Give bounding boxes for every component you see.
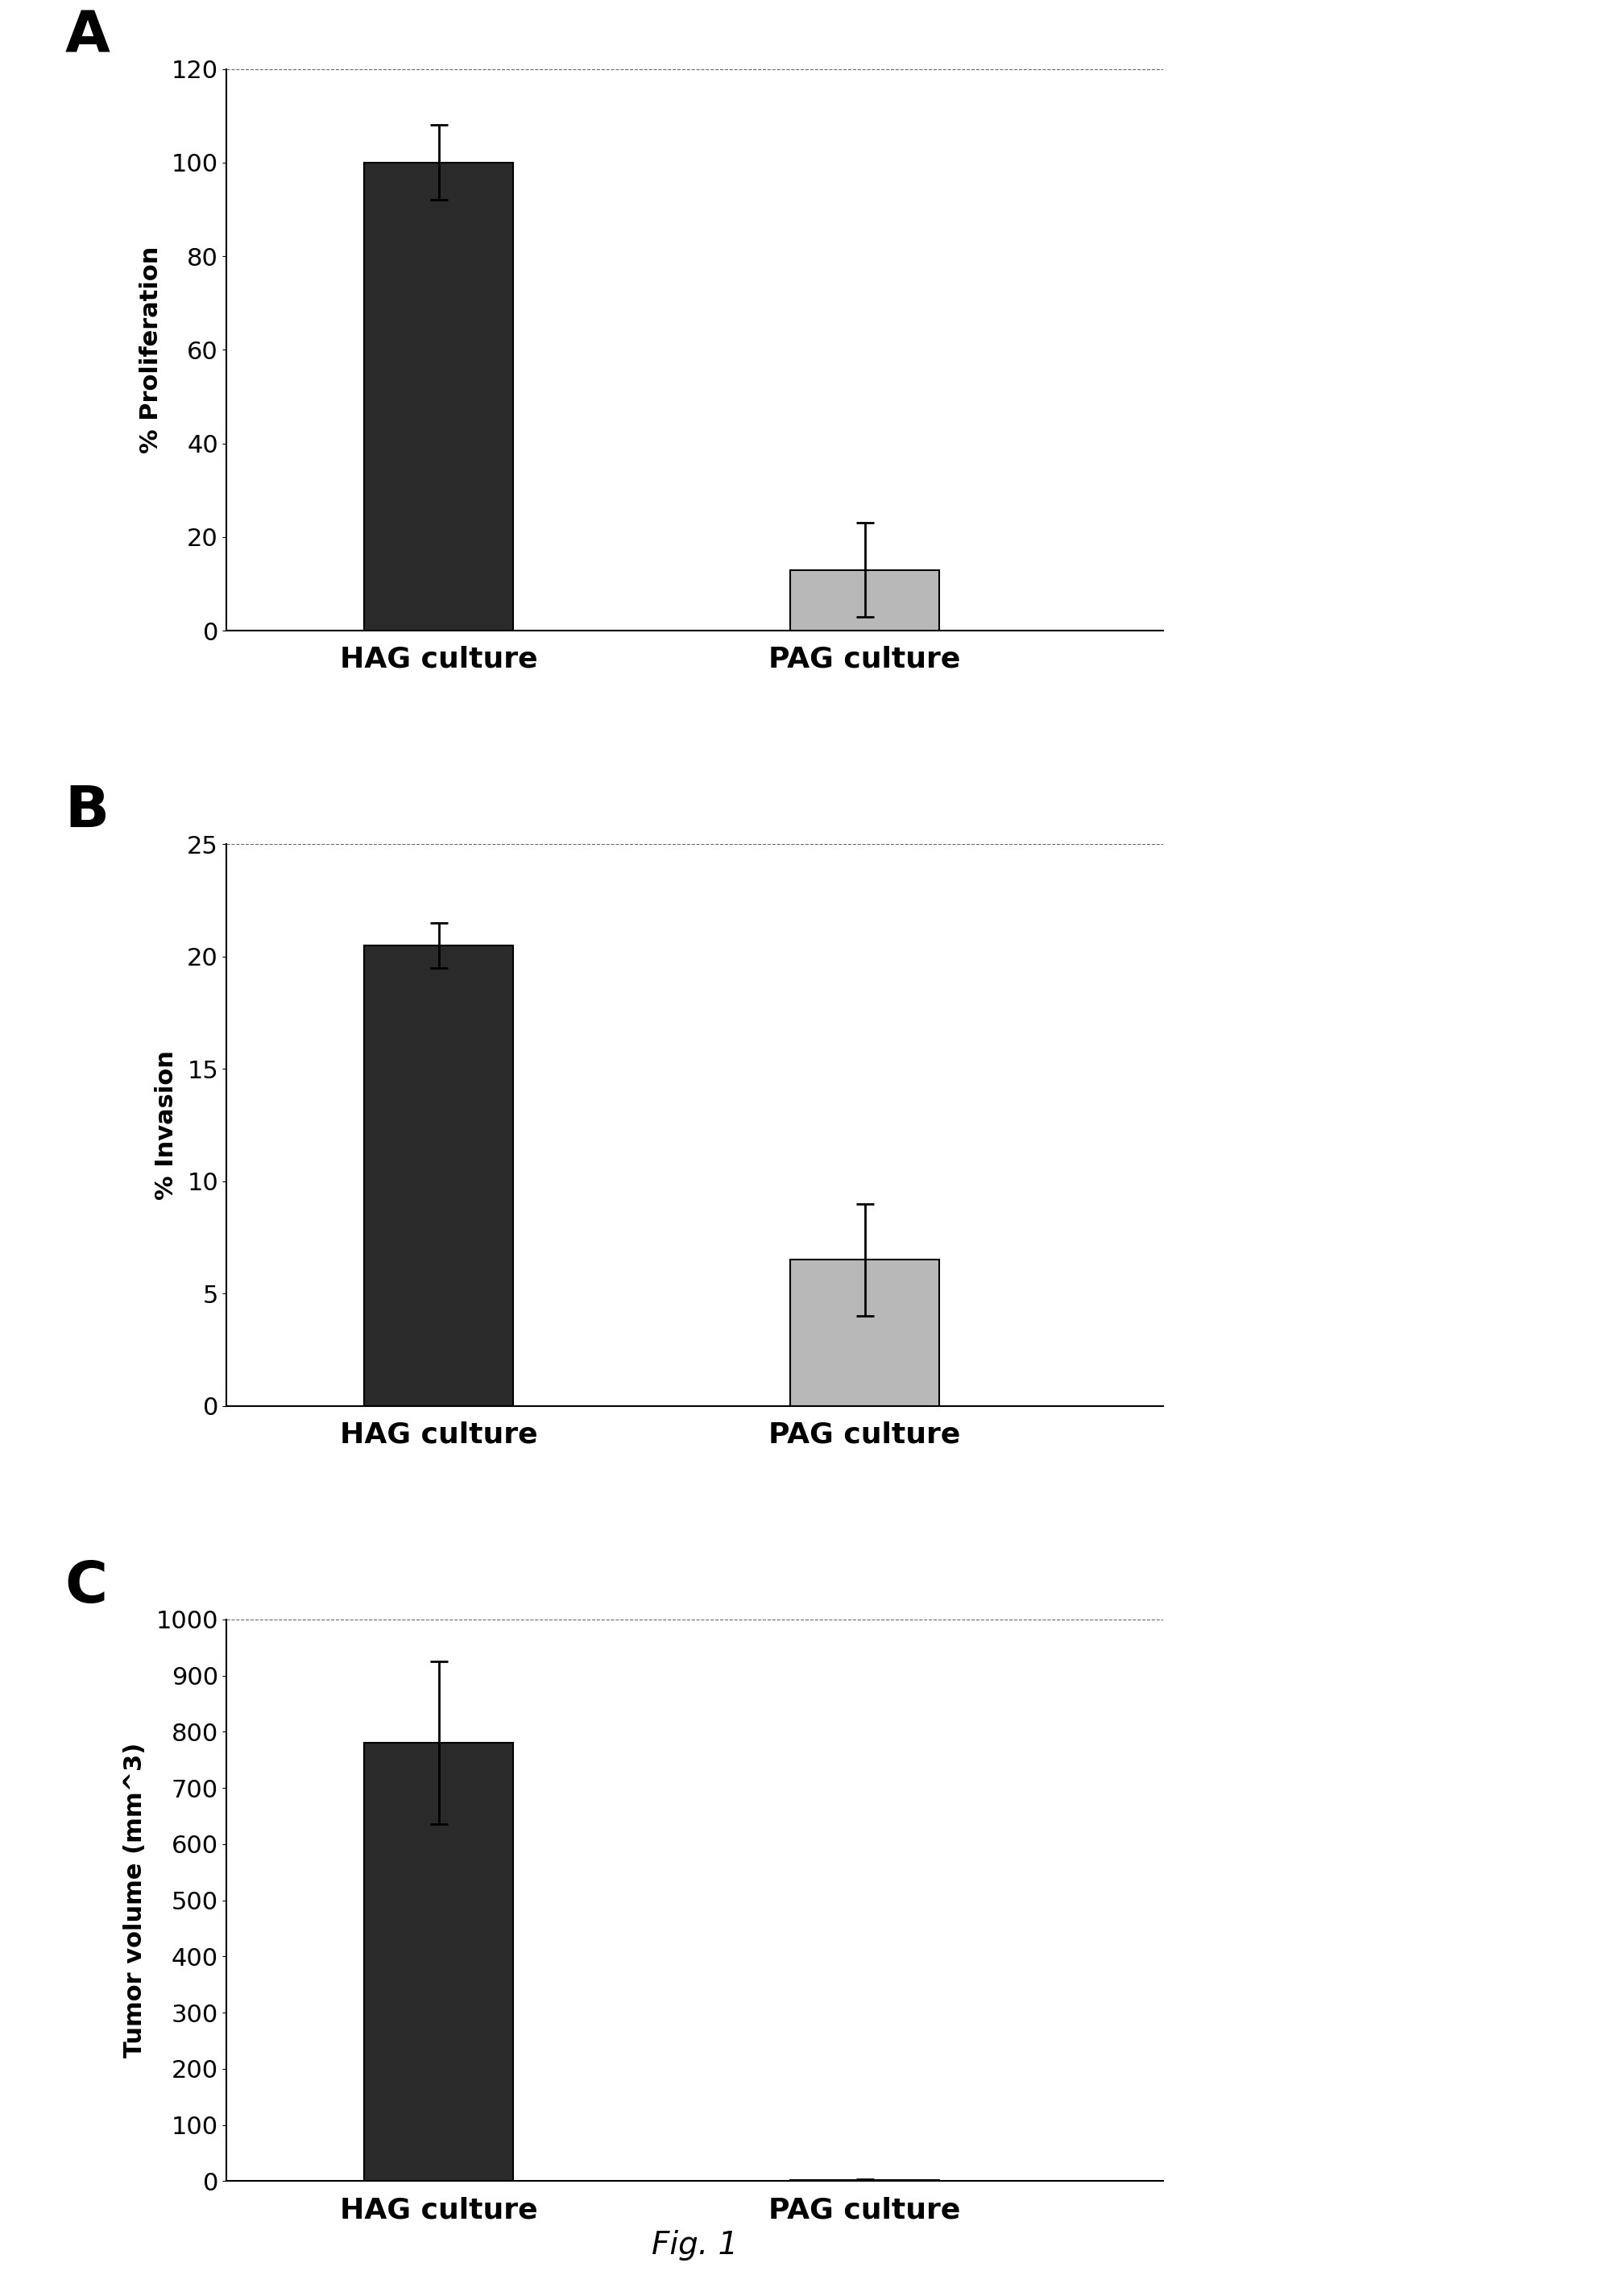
Y-axis label: % Proliferation: % Proliferation — [139, 246, 163, 452]
Text: B: B — [65, 783, 108, 840]
Y-axis label: % Invasion: % Invasion — [155, 1049, 178, 1201]
Bar — [365, 163, 514, 631]
Text: C: C — [65, 1559, 107, 1614]
Bar — [365, 1743, 514, 2181]
Text: Fig. 1: Fig. 1 — [651, 2229, 738, 2262]
Bar — [790, 1261, 940, 1405]
Text: A: A — [65, 9, 110, 64]
Bar — [365, 946, 514, 1405]
Y-axis label: Tumor volume (mm^3): Tumor volume (mm^3) — [123, 1743, 147, 2057]
Bar — [790, 569, 940, 631]
